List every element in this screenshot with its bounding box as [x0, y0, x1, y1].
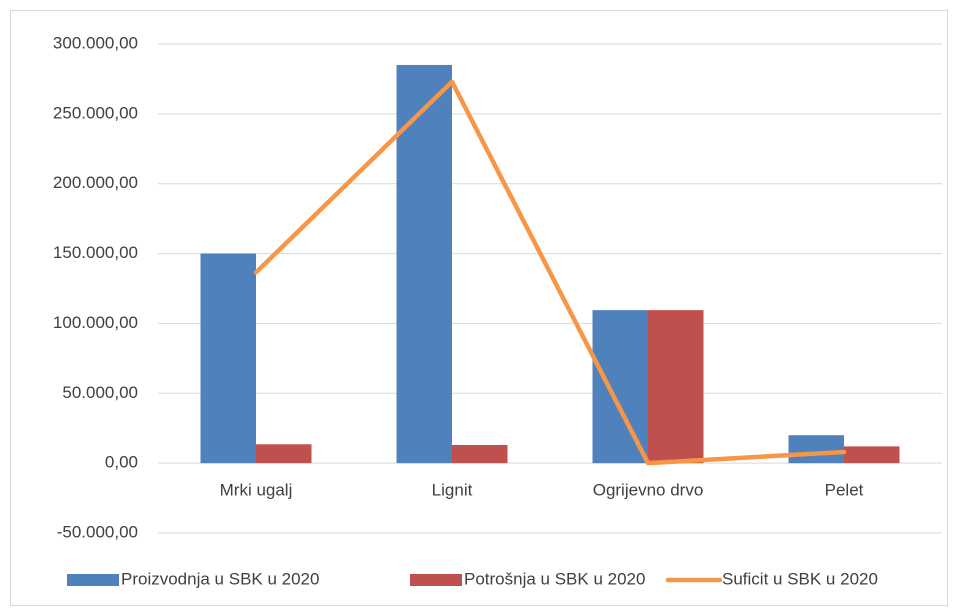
x-tick-label: Pelet	[825, 480, 864, 499]
legend-swatch	[67, 574, 119, 586]
bar	[788, 435, 844, 464]
x-tick-label: Mrki ugalj	[220, 480, 293, 499]
y-tick-label: 300.000,00	[53, 33, 138, 52]
y-tick-label: 200.000,00	[53, 173, 138, 192]
legend-label: Proizvodnja u SBK u 2020	[121, 569, 319, 588]
x-tick-label: Ogrijevno drvo	[593, 480, 704, 499]
bar	[452, 444, 508, 464]
legend-label: Potrošnja u SBK u 2020	[464, 569, 645, 588]
y-tick-label: 50.000,00	[62, 383, 138, 402]
y-tick-label: 100.000,00	[53, 313, 138, 332]
bar	[592, 310, 648, 464]
bar	[648, 310, 704, 464]
bar	[396, 64, 452, 464]
y-tick-label: 150.000,00	[53, 243, 138, 262]
x-tick-label: Lignit	[432, 480, 473, 499]
y-tick-label: 0,00	[105, 453, 138, 472]
legend-label: Suficit u SBK u 2020	[722, 569, 878, 588]
y-tick-label: -50.000,00	[57, 522, 138, 541]
bar	[256, 444, 312, 464]
bar	[844, 446, 900, 464]
bar	[200, 253, 256, 464]
y-tick-label: 250.000,00	[53, 103, 138, 122]
chart-border	[10, 10, 948, 606]
legend-swatch	[410, 574, 462, 586]
line	[253, 79, 847, 466]
